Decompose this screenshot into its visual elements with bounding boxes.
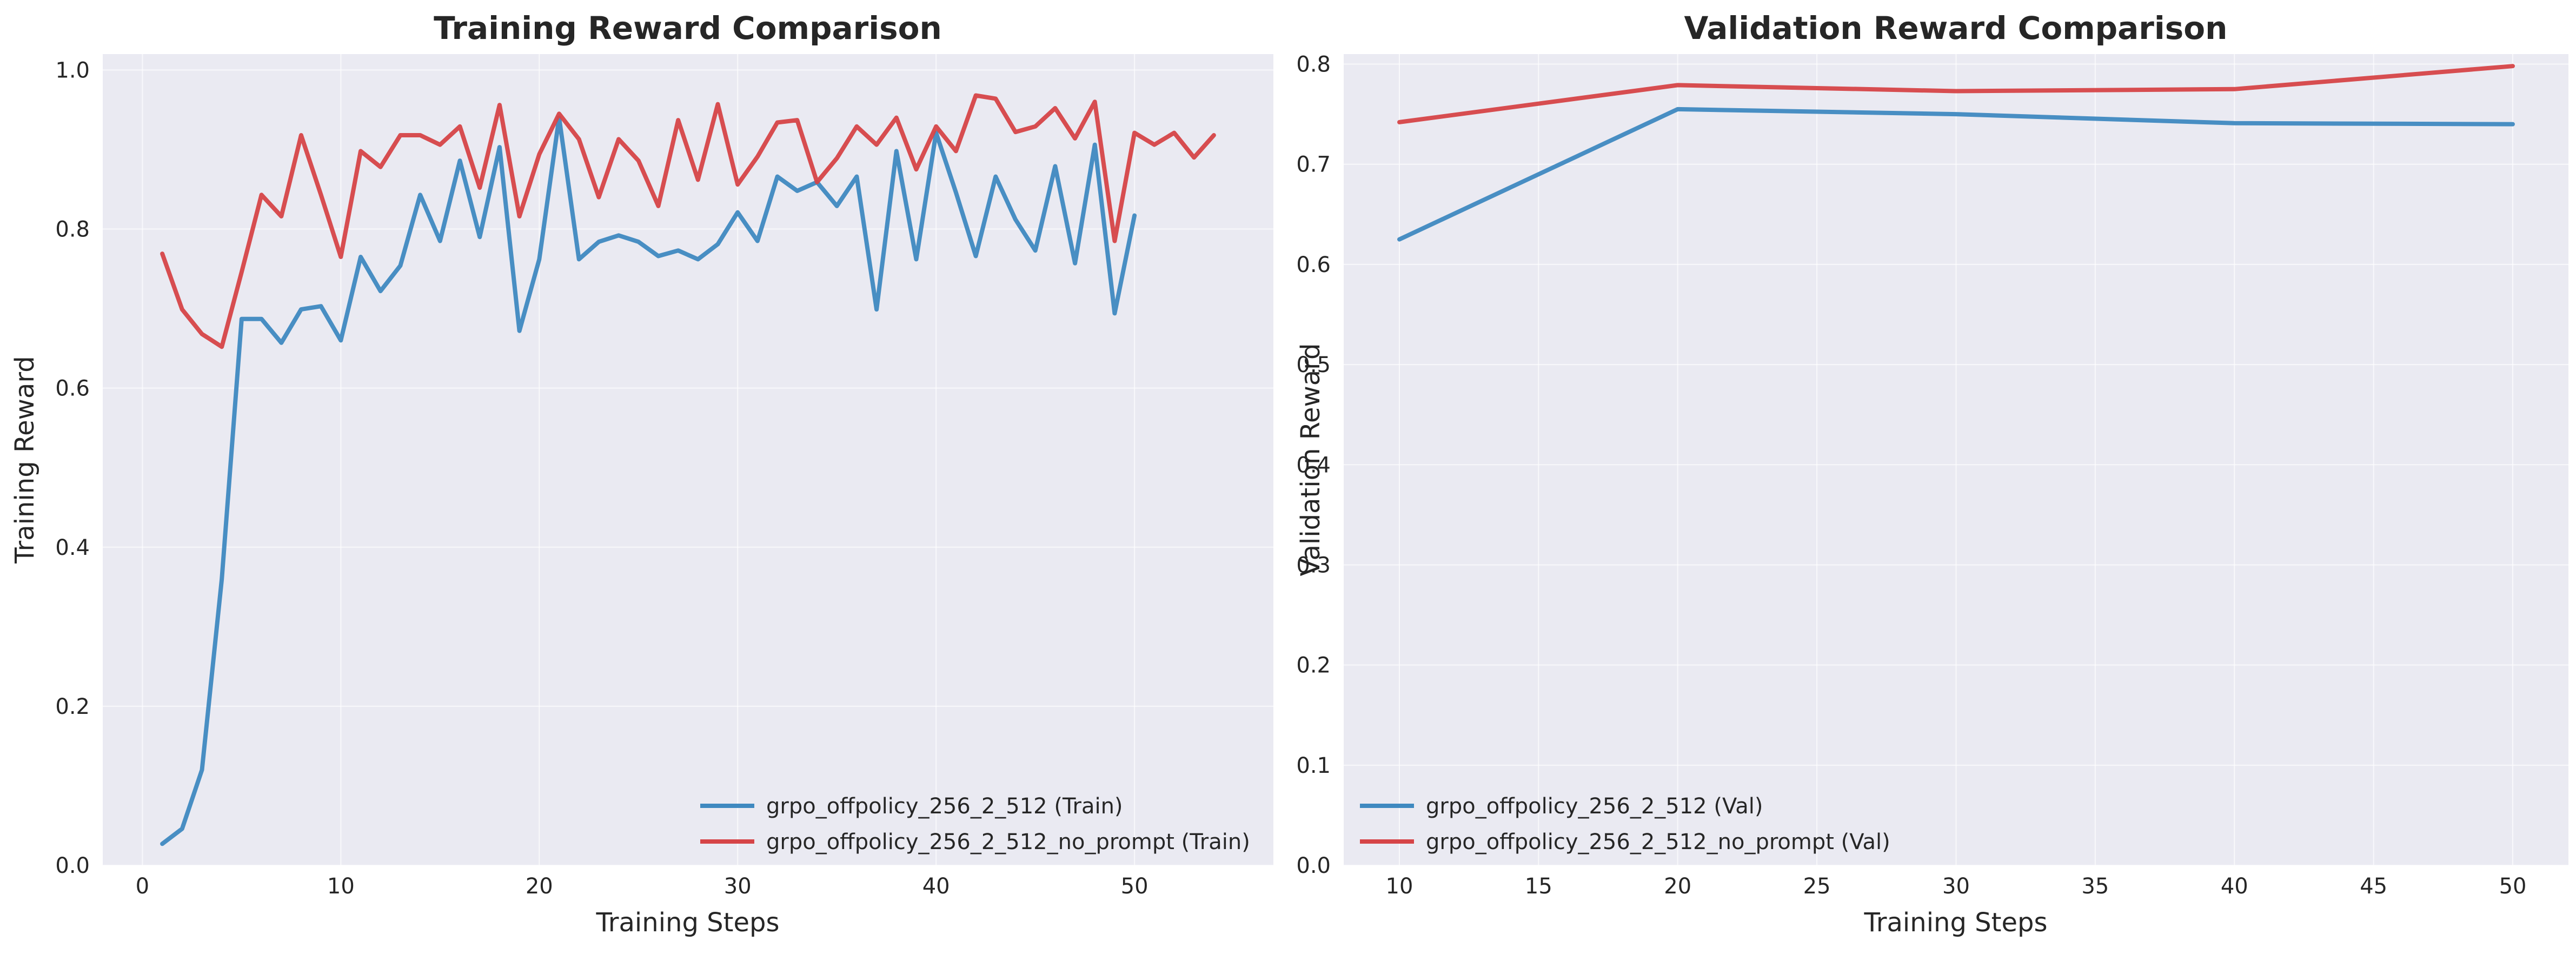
y-axis-label: Training Reward xyxy=(10,356,40,564)
legend-entry: grpo_offpolicy_256_2_512_no_prompt (Val) xyxy=(1426,830,1890,854)
x-tick-label: 45 xyxy=(2360,874,2387,899)
x-tick-label: 35 xyxy=(2081,874,2109,899)
legend-entry: grpo_offpolicy_256_2_512 (Val) xyxy=(1426,794,1763,819)
validation-reward-chart: 10 15 20 25 30 35 40 45 50 0.0 0.1 0.2 0.3 0.4 0.5 0.6 0… xyxy=(1296,10,2568,938)
x-tick-label: 15 xyxy=(1525,874,1552,899)
legend: grpo_offpolicy_256_2_512 (Train) grpo_off… xyxy=(700,794,1250,854)
x-tick-label: 30 xyxy=(724,874,752,899)
grid xyxy=(1344,54,2568,866)
y-axis-label: Validation Reward xyxy=(1296,343,1326,576)
tick-labels: 0 10 20 30 40 50 0.0 0.2 0.4 0.6 0.8 1.0 xyxy=(55,58,1148,899)
y-tick-label: 0.3 xyxy=(1296,553,1331,578)
training-reward-chart: 0 10 20 30 40 50 0.0 0.2 0.4 0.6 0.8 1.0 Training R… xyxy=(10,10,1273,938)
series-line xyxy=(160,115,1137,846)
x-tick-label: 25 xyxy=(1803,874,1831,899)
x-tick-label: 30 xyxy=(1942,874,1970,899)
y-tick-label: 0.4 xyxy=(55,535,90,560)
legend: grpo_offpolicy_256_2_512 (Val) grpo_offpo… xyxy=(1360,794,1890,854)
y-tick-label: 0.2 xyxy=(55,694,90,719)
series-line xyxy=(1397,107,2515,242)
tick-labels: 10 15 20 25 30 35 40 45 50 0.0 0.1 0.2 0.3 0.4 0.5 0.6 0… xyxy=(1296,52,2526,899)
series-line xyxy=(160,93,1216,349)
y-tick-label: 0.8 xyxy=(1296,52,1331,77)
x-axis-label: Training Steps xyxy=(1864,907,2048,938)
plot-area xyxy=(103,54,1273,865)
chart-title: Training Reward Comparison xyxy=(434,10,942,47)
legend-entry: grpo_offpolicy_256_2_512_no_prompt (Trai… xyxy=(766,830,1250,854)
y-tick-label: 0.2 xyxy=(1296,653,1331,678)
y-tick-label: 1.0 xyxy=(55,58,90,83)
x-tick-label: 10 xyxy=(327,874,355,899)
series-lines xyxy=(1397,64,2515,242)
x-tick-label: 40 xyxy=(2221,874,2248,899)
x-tick-label: 20 xyxy=(526,874,553,899)
x-tick-label: 20 xyxy=(1664,874,1691,899)
y-tick-label: 0.0 xyxy=(55,853,90,878)
y-tick-label: 0.0 xyxy=(1296,853,1331,878)
chart-title: Validation Reward Comparison xyxy=(1684,10,2228,47)
y-tick-label: 0.7 xyxy=(1296,153,1331,177)
x-tick-label: 50 xyxy=(2499,874,2527,899)
y-tick-label: 0.4 xyxy=(1296,453,1331,478)
legend-entry: grpo_offpolicy_256_2_512 (Train) xyxy=(766,794,1123,819)
y-tick-label: 0.1 xyxy=(1296,753,1331,778)
grid xyxy=(103,54,1273,866)
y-tick-label: 0.6 xyxy=(55,376,90,401)
y-tick-label: 0.5 xyxy=(1296,353,1331,377)
x-tick-label: 10 xyxy=(1386,874,1413,899)
x-tick-label: 40 xyxy=(922,874,950,899)
series-line xyxy=(1397,64,2515,124)
x-tick-label: 0 xyxy=(136,874,149,899)
y-tick-label: 0.8 xyxy=(55,217,90,242)
y-tick-label: 0.6 xyxy=(1296,253,1331,277)
x-tick-label: 50 xyxy=(1121,874,1148,899)
series-lines xyxy=(160,93,1216,846)
x-axis-label: Training Steps xyxy=(596,907,780,938)
